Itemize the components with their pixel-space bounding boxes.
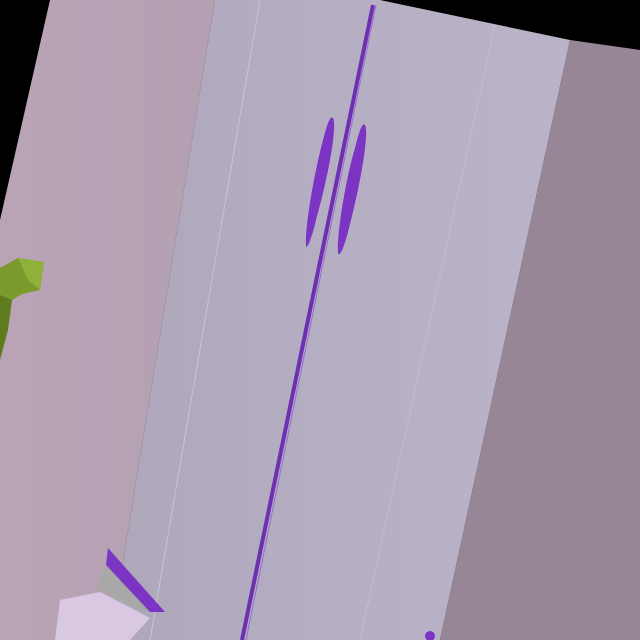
plant-stem-icon (0, 295, 12, 360)
left-wall (0, 0, 215, 640)
wardrobe-door-handle-right-icon[interactable] (337, 124, 367, 255)
panel-line-left (149, 0, 261, 640)
panel-line-right (359, 24, 496, 640)
wardrobe-door-handle-left-icon[interactable] (305, 117, 335, 247)
door-seam-highlight (245, 4, 377, 640)
floor-patch (55, 592, 150, 640)
floor-handle-dot (425, 631, 435, 640)
floor-trim-edge (106, 548, 165, 612)
right-wall (440, 40, 640, 640)
door-seam (240, 4, 375, 640)
wardrobe-front (110, 0, 570, 640)
plant-leaf-shade-icon (18, 258, 44, 290)
